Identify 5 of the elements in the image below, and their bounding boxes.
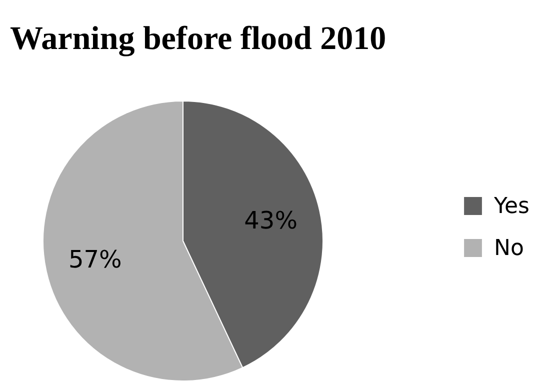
data-label: 57% — [68, 246, 122, 274]
data-label: 43% — [244, 206, 298, 234]
legend-label: No — [494, 236, 524, 261]
chart-title: Warning before flood 2010 — [10, 21, 386, 57]
legend-label: Yes — [493, 194, 530, 219]
